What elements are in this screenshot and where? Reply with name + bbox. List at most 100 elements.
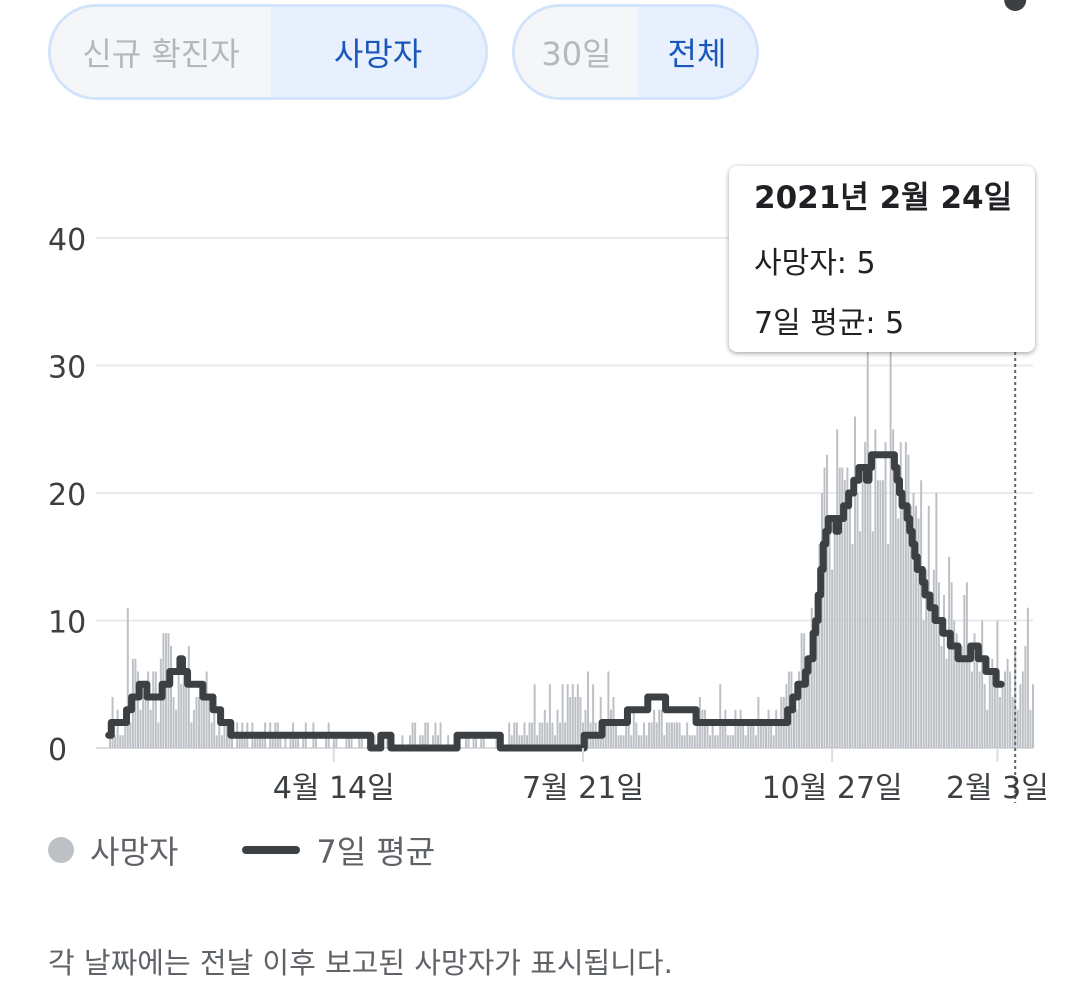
daily-deaths-bar [116,709,119,748]
daily-deaths-bar [648,722,651,748]
daily-deaths-bar [709,735,712,748]
daily-deaths-bar [185,671,188,748]
daily-deaths-bar [386,735,389,748]
daily-deaths-bar [515,722,518,748]
daily-deaths-bar [673,722,676,748]
daily-deaths-bar [548,684,551,748]
daily-deaths-bar [828,518,831,748]
daily-deaths-bar [157,722,160,748]
daily-deaths-bar [831,569,834,748]
range-all-option[interactable]: 전체 [638,7,756,97]
daily-deaths-bar [597,735,600,748]
daily-deaths-bar [729,735,732,748]
daily-deaths-bar [988,671,991,748]
daily-deaths-bar [218,722,221,748]
daily-deaths-bar [401,735,404,748]
daily-deaths-bar [607,671,610,748]
daily-deaths-bar [495,735,498,748]
daily-deaths-bar [940,646,943,748]
deaths-legend-label: 사망자 [90,833,179,871]
daily-deaths-bar [129,722,132,748]
daily-deaths-bar [284,735,287,748]
daily-deaths-bar [843,480,846,748]
daily-deaths-bar [192,709,195,748]
chart-tooltip: 2021년 2월 24일 사망자: 5 7일 평균: 5 [729,166,1035,352]
daily-deaths-bar [808,658,811,748]
daily-deaths-bar [409,735,412,748]
daily-deaths-bar [213,709,216,748]
daily-deaths-bar [345,735,348,748]
daily-deaths-bar [983,684,986,748]
daily-deaths-bar [566,684,569,748]
seven-day-average-path [105,451,1005,752]
daily-deaths-bar [167,633,170,748]
daily-deaths-bar [925,569,928,748]
tooltip-seven-day-average: 7일 평균: 5 [754,306,905,341]
daily-deaths-bar [915,505,918,748]
daily-deaths-bar [892,429,895,748]
daily-deaths-bar [866,340,869,748]
daily-deaths-bar [894,467,897,748]
daily-deaths-bar [147,671,150,748]
daily-deaths-bar [762,722,765,748]
daily-deaths-bar [419,735,422,748]
daily-deaths-bar [121,735,124,748]
daily-deaths-bar [205,671,208,748]
daily-deaths-bar [902,505,905,748]
daily-deaths-bar [520,735,523,748]
seven-day-average-line [105,0,1027,752]
daily-deaths-bar [879,480,882,748]
daily-deaths-bar [640,735,643,748]
daily-deaths-bar [772,735,775,748]
daily-deaths-bar [978,671,981,748]
daily-deaths-bar [907,454,910,748]
daily-deaths-bar [508,722,511,748]
daily-deaths-bar [198,697,200,748]
daily-deaths-bar [297,735,300,748]
daily-deaths-bars [109,340,1034,748]
daily-deaths-bar [119,735,122,748]
daily-deaths-bar [472,735,475,748]
daily-deaths-bar [482,735,485,748]
daily-deaths-bar [526,735,528,748]
daily-deaths-bar [658,709,661,748]
average-legend-label: 7일 평균 [316,833,436,871]
daily-deaths-bar [177,658,180,748]
daily-deaths-bar [571,684,574,748]
daily-deaths-bar [887,544,890,748]
daily-deaths-bar [195,697,198,748]
daily-deaths-bar [576,684,579,748]
daily-deaths-bar [314,735,317,748]
daily-deaths-bar [632,709,635,748]
daily-deaths-bar [742,722,745,748]
daily-deaths-bar [556,709,559,748]
daily-deaths-bar [579,697,582,748]
daily-deaths-bar [1016,709,1019,748]
daily-deaths-bar [948,556,951,748]
deaths-legend-dot-icon [48,837,74,863]
daily-deaths-bar [253,735,256,748]
daily-deaths-bar [124,722,127,748]
daily-deaths-bar [991,658,994,748]
daily-deaths-bar [767,709,770,748]
daily-deaths-bar [335,735,338,748]
daily-deaths-bar [963,595,966,748]
tooltip-deaths: 사망자: 5 [754,246,876,281]
range-30-days-option[interactable]: 30일 [515,7,638,97]
daily-deaths-bar [142,697,145,748]
new-cases-option[interactable]: 신규 확진자 [51,7,271,97]
deaths-option[interactable]: 사망자 [271,7,485,97]
daily-deaths-bar [551,722,554,748]
daily-deaths-bar [744,735,747,748]
daily-deaths-bar [538,722,541,748]
daily-deaths-bar [637,735,640,748]
daily-deaths-bar [635,722,638,748]
chart-footnote: 각 날짜에는 전날 이후 보고된 사망자가 표시됩니다. [48,946,673,980]
daily-deaths-bar [574,697,577,748]
tooltip-date: 2021년 2월 24일 [754,180,1013,216]
daily-deaths-bar [800,633,803,748]
daily-deaths-bar [360,735,363,748]
daily-deaths-bar [302,735,305,748]
average-legend-line-icon [242,846,301,854]
